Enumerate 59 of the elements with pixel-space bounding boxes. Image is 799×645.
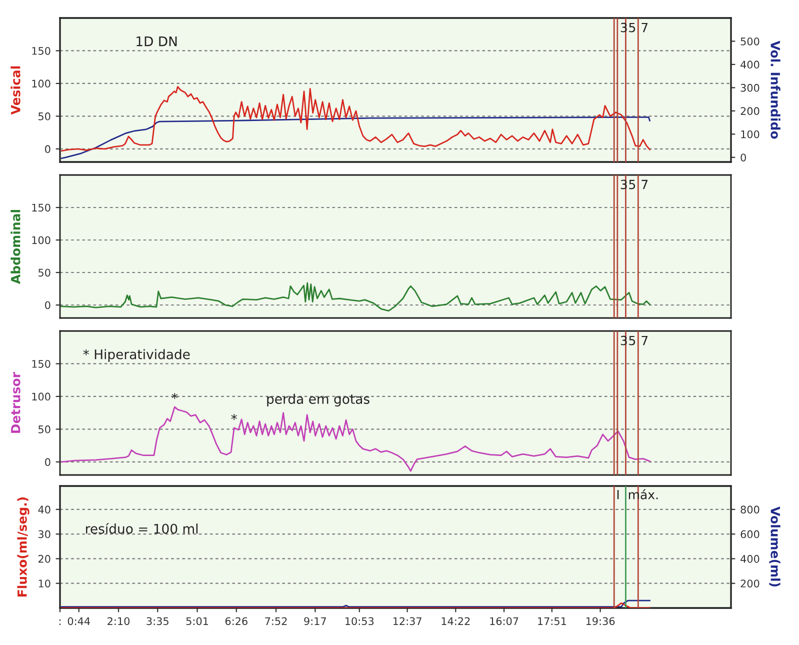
y-tick-label: 50 <box>38 425 50 434</box>
y-tick-label: 100 <box>32 392 50 401</box>
y-tick-label: 40 <box>38 506 50 514</box>
y2-tick-label: 300 <box>740 84 760 92</box>
annotation: resíduo = 100 ml <box>86 523 198 534</box>
x-tick-label: 17:51 <box>538 617 566 626</box>
y-tick-label: 150 <box>32 46 50 55</box>
y-tick-label: 0 <box>45 301 50 310</box>
annotation: 7 <box>642 180 648 190</box>
x-tick-label: 2:10 <box>108 617 130 626</box>
annotation: 1D DN <box>136 36 177 46</box>
y2-tick-label: 200 <box>740 580 760 588</box>
annotation: 5 <box>629 22 636 32</box>
y2-tick-label: 500 <box>740 37 760 46</box>
y-tick-label: 50 <box>38 268 50 277</box>
annotation: * <box>172 393 178 400</box>
y-axis-title: Vesical <box>10 66 20 115</box>
annotation: 5 <box>629 180 636 190</box>
ref-line-label: I <box>617 490 619 500</box>
y-tick-label: 0 <box>45 145 50 154</box>
y-axis-title: Detrusor <box>11 372 20 433</box>
y-tick-label: 100 <box>32 236 50 244</box>
y2-tick-label: 100 <box>741 130 760 138</box>
x-tick-label: 16:07 <box>490 617 518 626</box>
annotation: * Hiperatividade <box>83 349 190 362</box>
x-tick-label: 9:17 <box>304 617 326 626</box>
y-tick-label: 100 <box>32 80 50 88</box>
y-tick-label: 30 <box>38 530 50 538</box>
y2-tick-label: 200 <box>740 107 760 116</box>
annotation: perda em gotas <box>267 394 370 407</box>
x-tick-label: 3:35 <box>146 617 168 626</box>
x-tick-label: 12:37 <box>393 617 422 626</box>
x-tick-label: 0:44 <box>68 617 90 626</box>
y2-tick-label: 800 <box>740 506 760 514</box>
y2-tick-label: 600 <box>740 530 760 538</box>
y2-tick-label: 400 <box>740 554 760 563</box>
y2-axis-title: Vol. Infundido <box>770 40 780 139</box>
y-tick-label: 150 <box>32 360 50 368</box>
x-tick-label: 5:01 <box>186 617 208 626</box>
y2-tick-label: 0 <box>740 154 746 162</box>
annotation: 5 <box>629 336 636 346</box>
annotation: 7 <box>642 336 648 346</box>
x-tick-label: 14:22 <box>442 617 470 625</box>
y-tick-label: 50 <box>38 112 50 120</box>
y-tick-label: 150 <box>32 204 50 212</box>
y2-tick-label: 400 <box>740 60 760 69</box>
x-tick-label: 7:52 <box>265 617 287 626</box>
x-tick-label: 10:53 <box>346 617 374 626</box>
y-tick-label: 10 <box>38 580 50 588</box>
annotation: 7 <box>642 22 648 32</box>
annotation: * <box>231 414 238 420</box>
x-tick-label: 6:26 <box>225 617 248 626</box>
y-tick-label: 20 <box>38 554 50 563</box>
x-tick-label: : <box>59 620 61 625</box>
y-axis-title: Fluxo(ml/seg.) <box>17 497 30 596</box>
y-tick-label: 0 <box>45 458 50 466</box>
x-tick-label: 19:36 <box>586 617 615 626</box>
y2-axis-title: Volume(ml) <box>769 506 780 586</box>
y-axis-title: Abdominal <box>10 210 20 284</box>
